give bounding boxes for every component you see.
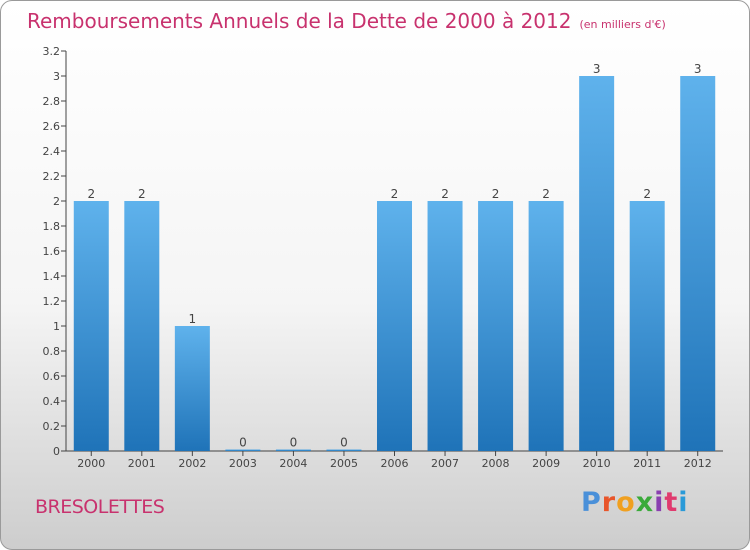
logo-letter: x <box>635 487 655 518</box>
bar-value-label: 1 <box>189 312 197 326</box>
x-tick-label: 2002 <box>178 457 206 470</box>
bar-value-label: 2 <box>542 187 550 201</box>
bar <box>124 201 160 451</box>
bar <box>174 326 210 451</box>
x-tick-label: 2008 <box>482 457 510 470</box>
bar-value-label: 2 <box>441 187 449 201</box>
y-tick-label: 0.8 <box>43 345 61 358</box>
y-tick-label: 3 <box>53 70 60 83</box>
y-tick-label: 2.4 <box>43 145 61 158</box>
bar <box>528 201 564 451</box>
bar-value-label: 0 <box>340 436 348 450</box>
y-tick-label: 2.2 <box>43 170 61 183</box>
bar <box>225 449 261 451</box>
bar-value-label: 2 <box>492 187 500 201</box>
bar-value-label: 2 <box>643 187 651 201</box>
y-tick-label: 1.2 <box>43 295 61 308</box>
logo-letter: r <box>601 487 617 518</box>
logo-letter: i <box>678 487 689 518</box>
x-tick-label: 2004 <box>279 457 307 470</box>
bar <box>73 201 109 451</box>
y-tick-label: 1.6 <box>43 245 61 258</box>
bar-value-label: 3 <box>694 62 702 76</box>
y-tick-label: 2 <box>53 195 60 208</box>
proxiti-logo: Proxiti <box>581 487 689 518</box>
town-name: BRESOLETTES <box>35 496 165 518</box>
logo-letter: o <box>616 487 636 518</box>
y-tick-label: 0 <box>53 445 60 458</box>
y-tick-label: 0.6 <box>43 370 61 383</box>
chart-unit: (en milliers d'€) <box>579 18 666 31</box>
bar-value-label: 0 <box>239 436 247 450</box>
chart-title: Remboursements Annuels de la Dette de 20… <box>27 9 666 33</box>
logo-letter: t <box>664 487 679 518</box>
x-tick-label: 2011 <box>633 457 661 470</box>
x-tick-label: 2012 <box>684 457 712 470</box>
y-tick-label: 2.6 <box>43 120 61 133</box>
bar <box>275 449 311 451</box>
y-tick-label: 0.4 <box>43 395 61 408</box>
bar <box>377 201 412 451</box>
bar <box>427 201 463 451</box>
x-tick-label: 2006 <box>381 457 409 470</box>
x-tick-label: 2003 <box>229 457 257 470</box>
bar-value-label: 0 <box>290 436 298 450</box>
bar-value-label: 2 <box>138 187 146 201</box>
y-tick-label: 2.8 <box>43 95 61 108</box>
x-tick-label: 2000 <box>77 457 105 470</box>
x-tick-label: 2010 <box>583 457 611 470</box>
bar <box>680 76 716 451</box>
x-tick-label: 2001 <box>128 457 156 470</box>
x-tick-label: 2005 <box>330 457 358 470</box>
logo-letter: P <box>581 487 602 518</box>
bar <box>629 201 665 451</box>
bar-value-label: 2 <box>391 187 399 201</box>
y-tick-label: 1.4 <box>43 270 61 283</box>
y-tick-label: 1 <box>53 320 60 333</box>
y-tick-label: 1.8 <box>43 220 61 233</box>
bar <box>326 449 362 451</box>
y-tick-label: 3.2 <box>43 45 61 58</box>
x-tick-label: 2009 <box>532 457 560 470</box>
x-tick-label: 2007 <box>431 457 459 470</box>
bar <box>579 76 615 451</box>
bar-value-label: 2 <box>87 187 95 201</box>
logo-letter: i <box>654 487 665 518</box>
bar <box>478 201 514 451</box>
bar-value-label: 3 <box>593 62 601 76</box>
y-tick-label: 0.2 <box>43 420 61 433</box>
